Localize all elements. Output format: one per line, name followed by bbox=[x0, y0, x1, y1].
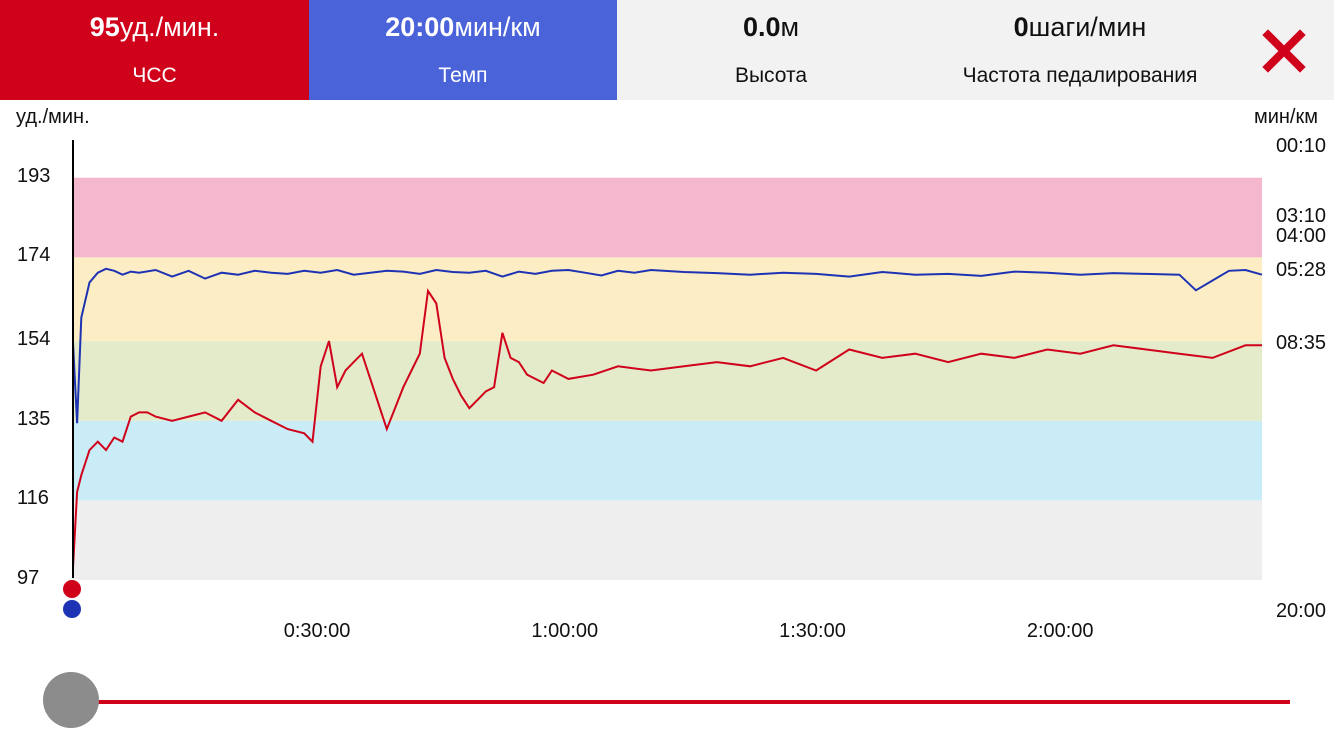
cadence-value: 0шаги/мин bbox=[1013, 12, 1147, 42]
pace-cursor-marker bbox=[61, 598, 83, 620]
altitude-tile[interactable]: 0.0м Высота bbox=[617, 0, 925, 100]
close-icon[interactable] bbox=[1258, 25, 1310, 77]
hr-tile[interactable]: 95уд./мин. ЧСС bbox=[0, 0, 309, 100]
hr-zone-band-4 bbox=[73, 257, 1262, 342]
pace-series-line bbox=[72, 267, 1263, 424]
right-tick-label: 00:10 bbox=[1275, 135, 1326, 157]
timeline-slider-track[interactable] bbox=[70, 700, 1290, 704]
left-tick-label: 154 bbox=[17, 328, 51, 351]
right-axis-label: мин/км bbox=[1253, 106, 1318, 128]
cadence-label: Частота педалирования bbox=[962, 64, 1198, 87]
right-tick-label: 05:28 bbox=[1275, 259, 1326, 281]
pace-value: 20:00мин/км bbox=[385, 12, 541, 42]
hr-pace-chart[interactable] bbox=[0, 0, 1334, 660]
hr-value: 95уд./мин. bbox=[89, 12, 220, 42]
altitude-label: Высота bbox=[734, 64, 808, 87]
hr-cursor-marker bbox=[61, 578, 83, 600]
left-tick-label: 116 bbox=[17, 487, 49, 510]
left-axis-label: уд./мин. bbox=[16, 106, 90, 128]
left-tick-label: 193 bbox=[17, 164, 51, 187]
hr-zone-band-3 bbox=[73, 341, 1262, 421]
hr-zone-band-1 bbox=[73, 500, 1262, 580]
x-tick-label: 0:30:00 bbox=[283, 620, 351, 642]
pace-label: Темп bbox=[438, 64, 488, 87]
hr-series-line bbox=[72, 288, 1262, 568]
timeline-slider-thumb[interactable] bbox=[43, 672, 99, 728]
right-tick-label: 04:00 bbox=[1275, 225, 1326, 247]
altitude-value: 0.0м bbox=[742, 12, 800, 42]
x-tick-label: 1:00:00 bbox=[531, 620, 599, 642]
right-tick-label: 20:00 bbox=[1275, 600, 1326, 622]
x-tick-label: 2:00:00 bbox=[1026, 620, 1094, 642]
metrics-bar: 95уд./мин. ЧСС 20:00мин/км Темп 0.0м Выс… bbox=[0, 0, 1334, 100]
right-tick-label: 08:35 bbox=[1275, 332, 1326, 354]
left-tick-label: 174 bbox=[17, 244, 51, 267]
right-tick-label: 03:10 bbox=[1275, 205, 1326, 227]
left-tick-label: 135 bbox=[17, 407, 51, 430]
pace-tile[interactable]: 20:00мин/км Темп bbox=[309, 0, 617, 100]
hr-zone-band-5 bbox=[73, 177, 1262, 258]
hr-label: ЧСС bbox=[132, 64, 177, 87]
left-tick-label: 97 bbox=[17, 567, 40, 589]
hr-zone-band-2 bbox=[73, 420, 1262, 501]
cadence-tile[interactable]: 0шаги/мин Частота педалирования bbox=[925, 0, 1235, 100]
x-tick-label: 1:30:00 bbox=[779, 620, 846, 642]
